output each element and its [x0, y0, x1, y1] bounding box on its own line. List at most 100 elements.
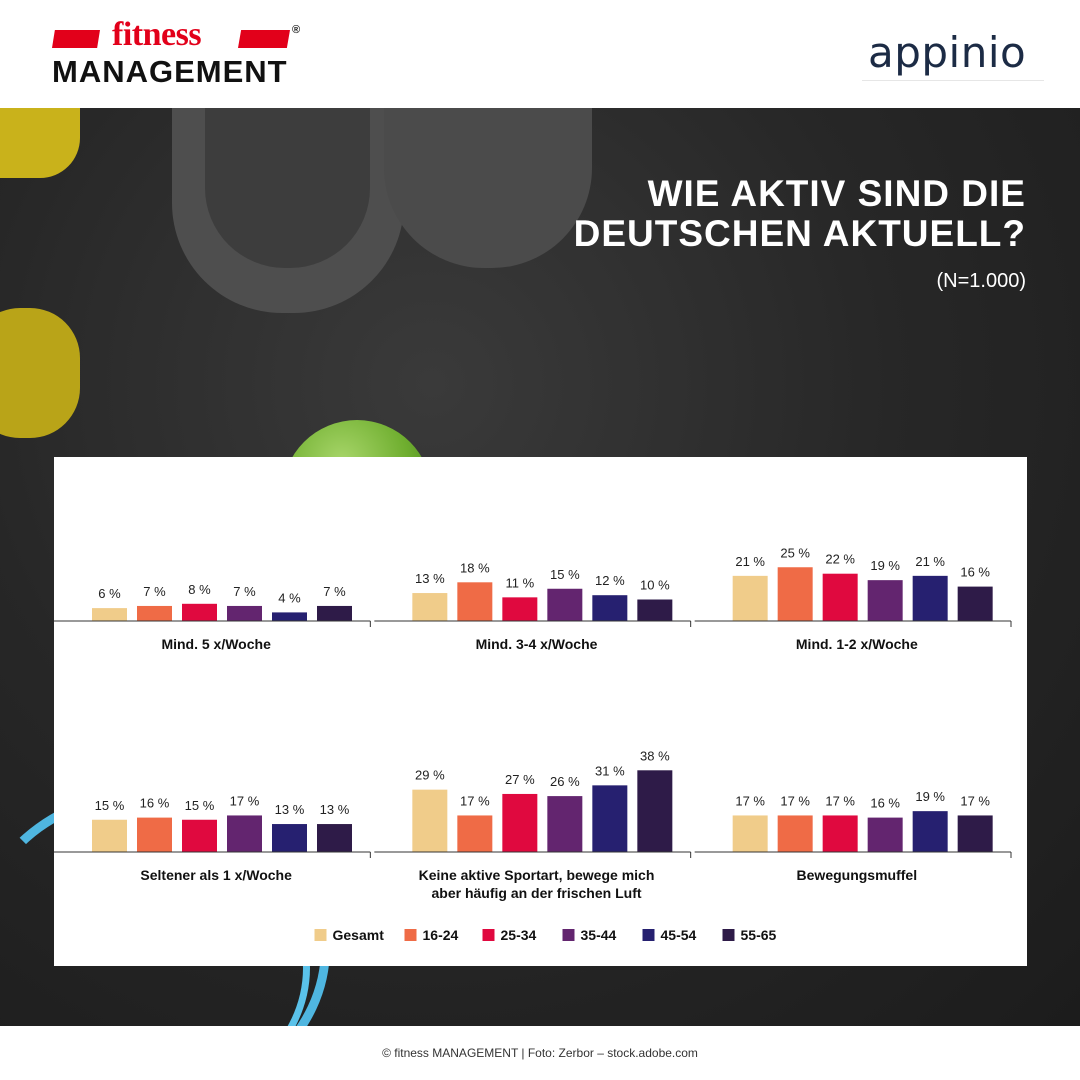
legend-label-4: 45-54	[661, 927, 697, 943]
legend-label-2: 25-34	[501, 927, 537, 943]
category-label-0: Mind. 5 x/Woche	[161, 636, 271, 652]
bar-0-5	[317, 605, 352, 621]
data-label-4-5: 38 %	[640, 748, 670, 763]
category-label-3: Seltener als 1 x/Woche	[140, 867, 292, 883]
data-label-5-2: 17 %	[825, 793, 855, 808]
bar-4-2	[502, 793, 538, 852]
footer-credits: © fitness MANAGEMENT | Foto: Zerbor – st…	[382, 1046, 698, 1060]
data-label-2-2: 22 %	[825, 552, 855, 567]
data-label-5-4: 19 %	[915, 789, 945, 804]
data-label-1-1: 18 %	[460, 560, 490, 575]
category-label-1: Mind. 3-4 x/Woche	[476, 636, 598, 652]
bar-5-5	[957, 815, 993, 852]
logo-word-fitness: fitness	[112, 16, 202, 53]
bar-3-3	[227, 815, 262, 852]
bar-0-0	[92, 608, 127, 621]
data-label-2-3: 19 %	[870, 558, 900, 573]
footer: © fitness MANAGEMENT | Foto: Zerbor – st…	[0, 1026, 1080, 1080]
data-label-5-1: 17 %	[780, 793, 810, 808]
data-label-5-5: 17 %	[960, 793, 990, 808]
legend-swatch-0	[314, 929, 327, 941]
legend-swatch-1	[404, 929, 417, 941]
data-label-0-1: 7 %	[143, 584, 166, 599]
data-label-1-5: 10 %	[640, 578, 670, 593]
legend-swatch-2	[482, 929, 495, 941]
bar-2-4	[912, 575, 948, 621]
logo-registered-mark: ®	[292, 24, 301, 36]
bar-3-5	[317, 824, 352, 852]
data-label-5-3: 16 %	[870, 796, 900, 811]
bar-5-2	[822, 815, 858, 852]
logo-word-management: MANAGEMENT	[52, 54, 288, 89]
bar-4-5	[637, 770, 673, 852]
bar-0-3	[227, 605, 262, 621]
fitness-management-logo: fitness ® MANAGEMENT	[52, 16, 312, 92]
bar-4-0	[412, 789, 448, 852]
data-label-4-1: 17 %	[460, 793, 490, 808]
data-label-5-0: 17 %	[735, 793, 765, 808]
bar-2-3	[867, 580, 903, 621]
bar-2-5	[957, 586, 993, 621]
legend-label-1: 16-24	[423, 927, 459, 943]
category-label-2: Mind. 1-2 x/Woche	[796, 636, 918, 652]
bar-4-3	[547, 796, 583, 852]
data-label-3-4: 13 %	[275, 802, 305, 817]
bar-3-2	[182, 819, 217, 852]
logo-red-bar-right	[238, 30, 290, 48]
data-label-4-2: 27 %	[505, 772, 535, 787]
sneaker-right-decoration	[384, 108, 592, 268]
bar-4-1	[457, 815, 493, 852]
bar-3-0	[92, 819, 127, 852]
bar-chart: 6 % 7 % 8 % 7 % 4 % 7 % Mind. 5 x/Woche 13 % 18 …	[54, 545, 1012, 943]
legend-swatch-5	[722, 929, 735, 941]
category-label-4: Keine aktive Sportart, bewege mich	[419, 867, 655, 883]
bar-5-1	[777, 815, 813, 852]
bar-4-4	[592, 785, 628, 852]
bar-0-2	[182, 603, 217, 621]
data-label-1-3: 15 %	[550, 567, 580, 582]
appinio-underline	[862, 80, 1044, 81]
bar-5-3	[867, 817, 903, 852]
category-label-5: Bewegungsmuffel	[797, 867, 918, 883]
bar-0-4	[272, 612, 307, 621]
data-label-4-3: 26 %	[550, 774, 580, 789]
data-label-3-0: 15 %	[95, 798, 125, 813]
header: fitness ® MANAGEMENT appinio	[0, 0, 1080, 108]
legend-label-5: 55-65	[741, 927, 777, 943]
data-label-4-0: 29 %	[415, 768, 445, 783]
page-title: WIE AKTIV SIND DIE DEUTSCHEN AKTUELL?	[466, 174, 1026, 254]
data-label-2-4: 21 %	[915, 554, 945, 569]
logo-red-bar-left	[52, 30, 100, 48]
data-label-4-4: 31 %	[595, 763, 625, 778]
data-label-0-4: 4 %	[278, 590, 301, 605]
chart-panel: 6 % 7 % 8 % 7 % 4 % 7 % Mind. 5 x/Woche 13 % 18 …	[54, 457, 1027, 966]
data-label-1-4: 12 %	[595, 573, 625, 588]
legend-swatch-3	[562, 929, 575, 941]
bar-1-2	[502, 597, 538, 621]
data-label-0-3: 7 %	[233, 584, 256, 599]
legend-label-0: Gesamt	[333, 927, 385, 943]
dumbbell-decoration-lower	[0, 308, 80, 438]
bar-1-0	[412, 593, 448, 621]
title-line-1: WIE AKTIV SIND DIE	[647, 173, 1026, 214]
bar-3-1	[137, 817, 172, 852]
title-line-2: DEUTSCHEN AKTUELL?	[573, 213, 1026, 254]
bar-5-4	[912, 811, 948, 852]
legend-label-3: 35-44	[581, 927, 617, 943]
bar-5-0	[732, 815, 768, 852]
bar-1-4	[592, 595, 628, 621]
data-label-0-2: 8 %	[188, 582, 211, 597]
data-label-3-3: 17 %	[230, 793, 260, 808]
sneaker-left-inner	[205, 108, 370, 268]
bar-2-0	[732, 575, 768, 621]
sample-size: (N=1.000)	[936, 270, 1027, 292]
category-label-4-line-1: aber häufig an der frischen Luft	[431, 885, 641, 901]
data-label-1-2: 11 %	[505, 575, 534, 590]
bar-2-2	[822, 573, 858, 621]
data-label-3-2: 15 %	[185, 798, 215, 813]
legend-swatch-4	[642, 929, 655, 941]
data-label-2-0: 21 %	[735, 554, 765, 569]
appinio-logo: appinio	[868, 28, 1027, 77]
data-label-1-0: 13 %	[415, 571, 445, 586]
bar-2-1	[777, 567, 813, 621]
